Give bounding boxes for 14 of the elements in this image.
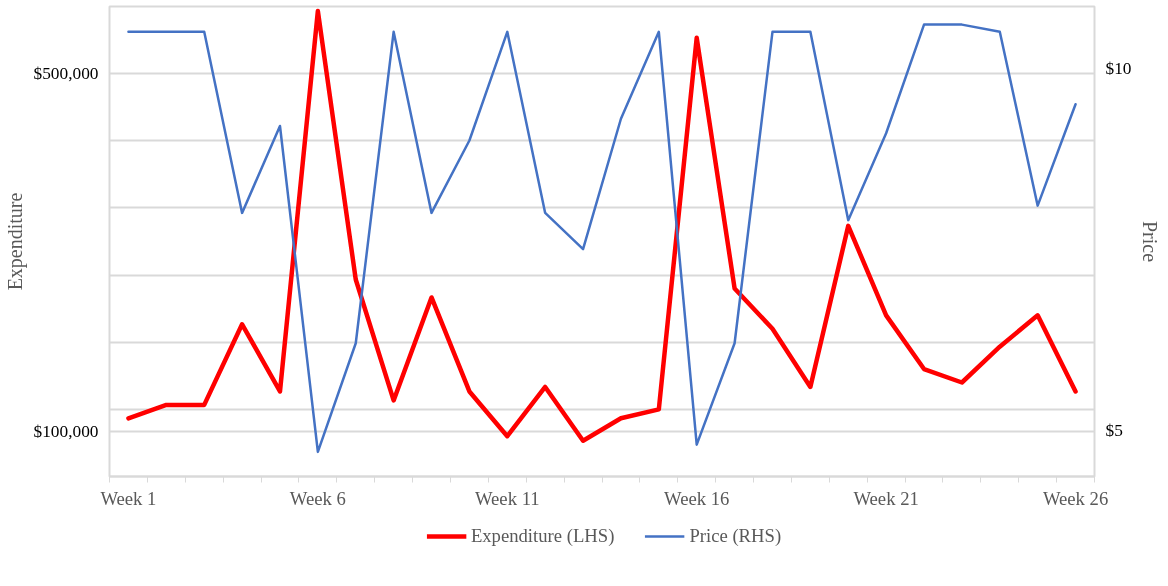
x-tick-label: Week 21: [853, 487, 919, 509]
x-tick-label: Week 6: [289, 487, 346, 509]
x-tick-label: Week 1: [100, 487, 157, 509]
y-tick-label: $100,000: [33, 422, 99, 442]
x-tick-label: Week 11: [474, 487, 540, 509]
y-tick-label: $500,000: [33, 64, 99, 84]
legend-label: Price (RHS): [689, 525, 782, 547]
y2-tick-label: $5: [1105, 420, 1123, 440]
x-tick-label: Week 26: [1042, 487, 1109, 509]
y-axis-title: Expenditure: [3, 192, 27, 291]
y2-axis-title: Price: [1139, 220, 1162, 263]
legend-label: Expenditure (LHS): [470, 525, 615, 547]
y2-tick-label: $10: [1105, 58, 1132, 78]
x-tick-label: Week 16: [664, 487, 730, 509]
